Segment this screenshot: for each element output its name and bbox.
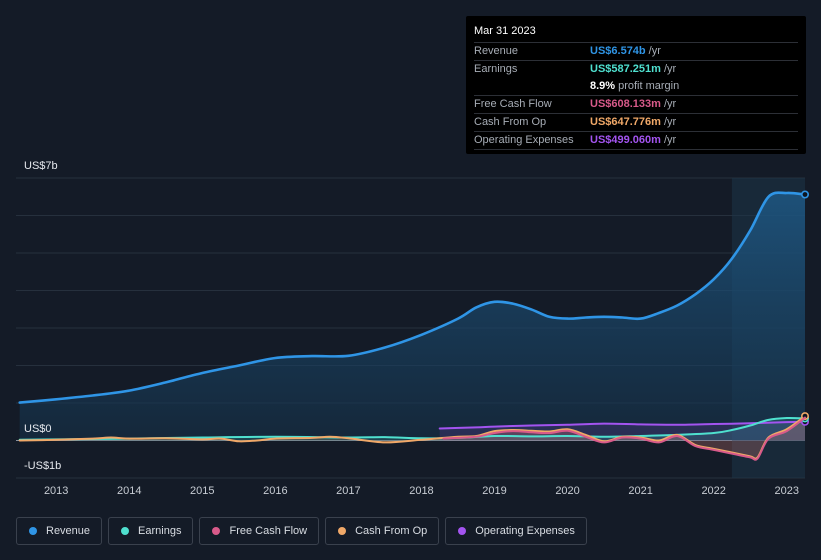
tooltip-unit: profit margin (618, 80, 680, 92)
earnings-dot-icon (121, 527, 130, 535)
tooltip-unit: /yr (663, 116, 677, 128)
legend-item-operating-expenses[interactable]: Operating Expenses (445, 517, 587, 545)
x-tick-label: 2016 (263, 485, 287, 497)
tooltip: Mar 31 2023 Revenue US$6.574b /yr Earnin… (466, 16, 806, 154)
tooltip-row-revenue: Revenue US$6.574b /yr (474, 42, 798, 60)
tooltip-label: Free Cash Flow (474, 98, 552, 110)
tooltip-unit: /yr (648, 45, 661, 57)
revenue-dot-icon (29, 527, 37, 535)
tooltip-label: Revenue (474, 45, 519, 57)
tooltip-unit: /yr (663, 98, 677, 110)
legend-item-earnings[interactable]: Earnings (108, 517, 194, 545)
cash-from-op-dot-icon (338, 527, 347, 535)
tooltip-label: Earnings (474, 63, 518, 75)
x-tick-label: 2015 (190, 485, 214, 497)
legend-label: Revenue (46, 525, 91, 537)
legend-item-cash-from-op[interactable]: Cash From Op (325, 517, 440, 545)
x-tick-label: 2018 (409, 485, 433, 497)
legend-label: Free Cash Flow (229, 525, 308, 537)
y-tick-label: US$0 (24, 423, 52, 435)
tooltip-unit: /yr (663, 63, 677, 75)
x-axis: 2013 2014 2015 2016 2017 2018 2019 2020 2021 2022… (44, 485, 799, 497)
tooltip-row-cfo: Cash From Op US$647.776m /yr (474, 113, 798, 131)
operating-expenses-dot-icon (458, 527, 467, 535)
tooltip-row-margin: 8.9% profit margin (474, 78, 798, 95)
x-tick-label: 2013 (44, 485, 68, 497)
earnings-line (18, 416, 806, 441)
legend-item-free-cash-flow[interactable]: Free Cash Flow (199, 517, 320, 545)
legend-label: Operating Expenses (475, 525, 575, 537)
tooltip-row-opex: Operating Expenses US$499.060m /yr (474, 131, 798, 150)
y-tick-label: US$7b (24, 160, 58, 172)
earnings-area (19, 417, 805, 441)
revenue-area (19, 192, 805, 441)
x-tick-label: 2020 (555, 485, 579, 497)
tooltip-row-earnings: Earnings US$587.251m /yr (474, 60, 798, 78)
tooltip-value: US$499.060m (590, 134, 661, 146)
revenue-end-marker (800, 190, 809, 199)
tooltip-unit: /yr (663, 134, 677, 146)
legend: Revenue Earnings Free Cash Flow Cash Fro… (16, 517, 587, 545)
legend-label: Cash From Op (355, 525, 428, 537)
legend-label: Earnings (138, 525, 182, 537)
tooltip-value: US$587.251m (590, 63, 661, 75)
tooltip-value: US$6.574b (590, 45, 646, 57)
free-cash-flow-dot-icon (212, 527, 221, 535)
operating-expenses-line (438, 420, 806, 430)
free-cash-flow-line (442, 416, 806, 461)
x-tick-label: 2023 (774, 485, 798, 497)
tooltip-value: 8.9% (590, 80, 616, 92)
tooltip-date: Mar 31 2023 (474, 25, 536, 37)
x-tick-label: 2014 (117, 485, 141, 497)
cash-from-op-line (18, 415, 806, 460)
tooltip-row-fcf: Free Cash Flow US$608.133m /yr (474, 95, 798, 113)
x-tick-label: 2021 (628, 485, 652, 497)
revenue-line (18, 191, 807, 404)
x-tick-label: 2022 (701, 485, 725, 497)
y-tick-label: -US$1b (24, 460, 62, 472)
tooltip-label: Cash From Op (474, 116, 547, 128)
tooltip-value: US$608.133m (590, 98, 661, 110)
tooltip-value: US$647.776m (590, 116, 661, 128)
x-tick-label: 2019 (482, 485, 506, 497)
x-tick-label: 2017 (336, 485, 360, 497)
tooltip-label (474, 78, 590, 95)
tooltip-label: Operating Expenses (474, 134, 574, 146)
legend-item-revenue[interactable]: Revenue (16, 517, 103, 545)
